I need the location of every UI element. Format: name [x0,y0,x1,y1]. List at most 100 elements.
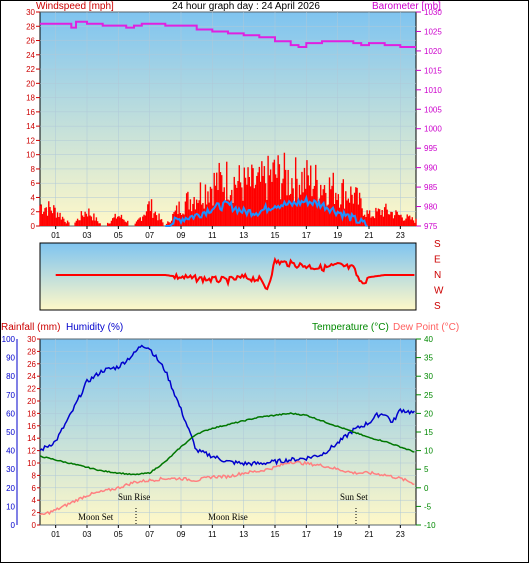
x-tick-label: 15 [271,231,280,240]
x-tick-label: 21 [365,231,374,240]
x-tick-label: 01 [51,530,60,539]
sun-rise-annotation: Sun Rise [118,492,150,502]
x-tick-label: 13 [239,231,248,240]
barometer-tick-label: 1010 [424,86,442,95]
humidity-tick-label: 40 [6,447,15,456]
x-tick-label: 23 [396,231,405,240]
windspeed-tick-label: 12 [26,136,35,145]
x-tick-label: 05 [114,530,123,539]
x-tick-label: 01 [51,231,60,240]
temperature-tick-label: 40 [424,335,433,344]
x-tick-label: 17 [302,231,311,240]
temperature-line [39,412,415,476]
barometer-tick-label: 1005 [424,105,442,114]
rainfall-tick-label: 16 [27,422,36,431]
x-tick-label: 19 [333,231,342,240]
barometer-tick-label: 1000 [424,125,442,134]
humidity-tick-label: 50 [6,428,15,437]
temp-x-ticks: 01 03 05 07 09 11 13 15 17 19 21 23 [51,525,405,539]
rainfall-axis-label: Rainfall (mm) [1,322,60,333]
rainfall-tick-label: 28 [27,347,36,356]
rainfall-tick-label: 2 [32,509,37,518]
windspeed-tick-label: 24 [26,51,35,60]
rainfall-tick-label: 4 [32,496,37,505]
rainfall-tick-label: 18 [27,409,36,418]
barometer-tick-label: 1030 [424,8,442,17]
humidity-tick-label: 30 [6,465,15,474]
windspeed-tick-label: 26 [26,37,35,46]
moon-rise-annotation: Moon Rise [208,512,248,522]
rainfall-tick-label: 24 [27,372,36,381]
temperature-tick-label: 20 [424,409,433,418]
windspeed-tick-label: 18 [26,94,35,103]
barometer-tick-label: 985 [424,183,438,192]
windspeed-tick-label: 16 [26,108,35,117]
temperature-tick-label: 15 [424,428,433,437]
dewpoint-axis-label: Dew Point (°C) [393,322,459,333]
barometer-tick-label: 1015 [424,66,442,75]
x-tick-label: 09 [177,530,186,539]
humidity-tick-label: 60 [6,409,15,418]
humidity-tick-label: 10 [6,502,15,511]
rainfall-tick-label: 0 [32,521,37,530]
temperature-tick-label: 25 [424,391,433,400]
windspeed-tick-label: 0 [31,222,36,231]
sun-set-annotation: Sun Set [340,492,368,502]
x-tick-label: 07 [145,231,154,240]
graph-title: 24 hour graph day : 24 April 2026 [172,1,320,12]
barometer-tick-label: 975 [424,222,438,231]
x-tick-label: 03 [83,231,92,240]
temp-grid [40,338,416,526]
x-tick-label: 17 [302,530,311,539]
temperature-tick-label: 5 [424,465,429,474]
windspeed-tick-label: 10 [26,151,35,160]
direction-plot-area [39,242,417,311]
humidity-tick-label: 100 [2,335,16,344]
compass-label-e: E [434,255,441,266]
humidity-tick-label: 80 [6,372,15,381]
x-tick-label: 03 [83,530,92,539]
rainfall-tick-label: 14 [27,434,36,443]
x-tick-label: 21 [365,530,374,539]
x-tick-label: 09 [177,231,186,240]
rainfall-tick-label: 6 [32,484,37,493]
rainfall-tick-label: 12 [27,447,36,456]
windspeed-tick-label: 2 [31,208,36,217]
rainfall-tick-label: 30 [27,335,36,344]
compass-label-s: S [434,301,441,312]
rainfall-tick-label: 22 [27,385,36,394]
compass-label-s: S [434,239,441,250]
barometer-tick-label: 1020 [424,47,442,56]
barometer-axis-label: Barometer [mb] [372,1,441,12]
windspeed-tick-label: 30 [26,8,35,17]
windspeed-tick-label: 28 [26,22,35,31]
rainfall-tick-label: 20 [27,397,36,406]
x-tick-label: 23 [396,530,405,539]
x-tick-label: 15 [271,530,280,539]
barometer-tick-label: 995 [424,144,438,153]
windspeed-tick-label: 8 [31,165,36,174]
moon-set-annotation: Moon Set [78,512,114,522]
temperature-tick-label: 30 [424,372,433,381]
rainfall-tick-label: 26 [27,360,36,369]
temperature-tick-label: -5 [424,502,432,511]
temperature-tick-label: 35 [424,354,433,363]
windspeed-series [39,152,417,226]
x-tick-label: 13 [239,530,248,539]
dewpoint-line [39,460,415,516]
humidity-tick-label: 20 [6,484,15,493]
humidity-line [39,344,415,467]
windspeed-tick-label: 14 [26,122,35,131]
compass-label-n: N [434,270,441,281]
barometer-tick-label: 1025 [424,27,442,36]
temperature-tick-label: -10 [424,521,436,530]
barometer-tick-label: 980 [424,203,438,212]
barometer-line [40,20,416,48]
windspeed-axis-label: Windspeed [mph] [36,1,114,12]
temperature-tick-label: 10 [424,447,433,456]
x-tick-label: 19 [333,530,342,539]
x-tick-label: 07 [145,530,154,539]
windspeed-tick-label: 22 [26,65,35,74]
